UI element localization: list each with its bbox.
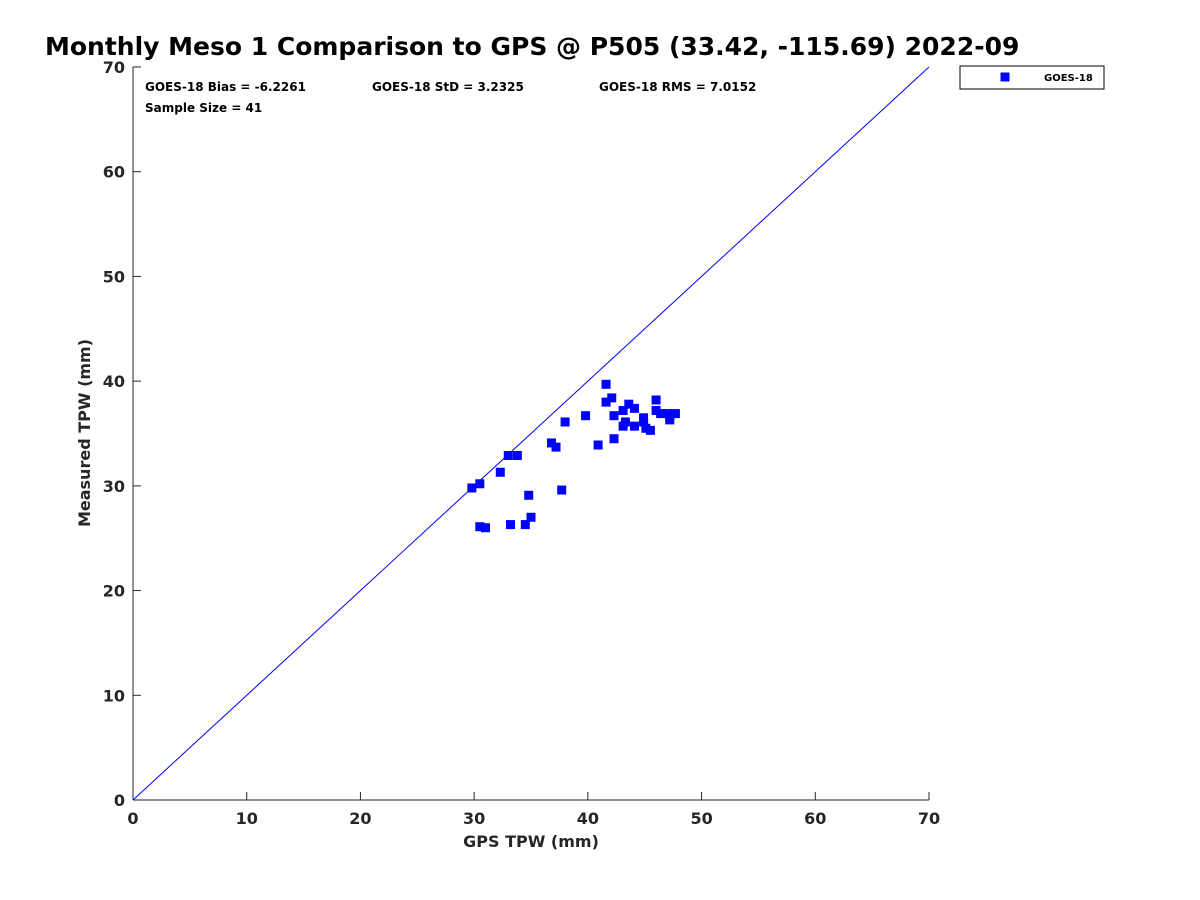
legend-box [959, 65, 1105, 90]
data-point [526, 512, 536, 522]
legend: GOES-18 [959, 65, 1105, 90]
data-point [641, 423, 651, 433]
y-tick-label: 50 [103, 267, 125, 286]
x-tick-label: 60 [804, 809, 826, 828]
sample-size-stat: Sample Size = 41 [145, 101, 262, 115]
data-point [651, 405, 661, 415]
y-tick-label: 10 [103, 686, 125, 705]
data-point [645, 425, 655, 435]
data-point [551, 442, 561, 452]
data-point [607, 393, 617, 403]
y-axis-label: Measured TPW (mm) [75, 339, 94, 527]
data-point [546, 438, 556, 448]
data-point [475, 522, 485, 532]
data-point [665, 415, 675, 425]
data-point [656, 409, 666, 419]
data-point [581, 411, 591, 421]
data-point [495, 467, 505, 477]
data-point [593, 440, 603, 450]
data-point [475, 479, 485, 489]
data-point [503, 450, 513, 460]
data-point [601, 397, 611, 407]
data-point [618, 405, 628, 415]
y-tick-label: 60 [103, 163, 125, 182]
data-point [557, 485, 567, 495]
data-point [601, 379, 611, 389]
data-point [609, 434, 619, 444]
one-to-one-line [132, 66, 930, 801]
x-axis-label: GPS TPW (mm) [463, 832, 599, 851]
legend-label: GOES-18 [1044, 73, 1093, 84]
data-point [629, 403, 639, 413]
x-tick-label: 70 [918, 809, 940, 828]
x-tick-label: 20 [349, 809, 371, 828]
data-point [670, 409, 680, 419]
data-point [651, 395, 661, 405]
data-point [624, 399, 634, 409]
x-tick-label: 10 [236, 809, 258, 828]
y-tick-label: 70 [103, 58, 125, 77]
x-tick-label: 50 [690, 809, 712, 828]
data-point [560, 417, 570, 427]
y-tick-label: 0 [114, 791, 125, 810]
x-tick-label: 30 [463, 809, 485, 828]
data-point [467, 483, 477, 493]
x-tick-label: 0 [127, 809, 138, 828]
data-point [506, 520, 516, 530]
y-tick-label: 30 [103, 477, 125, 496]
bias-stat: GOES-18 Bias = -6.2261 [145, 80, 306, 94]
data-point [609, 411, 619, 421]
data-point [639, 417, 649, 427]
y-tick-label: 40 [103, 372, 125, 391]
data-point [629, 421, 639, 431]
rms-stat: GOES-18 RMS = 7.0152 [599, 80, 756, 94]
data-point [512, 450, 522, 460]
data-point [481, 523, 491, 533]
plot-area: 0 10 20 30 40 50 60 70 0 10 20 30 40 50 60 70 [103, 58, 940, 828]
data-point [520, 520, 530, 530]
x-tick-label: 40 [577, 809, 599, 828]
data-point [524, 490, 534, 500]
chart-title: Monthly Meso 1 Comparison to GPS @ P505 … [45, 32, 1019, 61]
data-point [620, 417, 630, 427]
std-stat: GOES-18 StD = 3.2325 [372, 80, 524, 94]
y-tick-label: 20 [103, 582, 125, 601]
legend-marker [1000, 72, 1010, 82]
